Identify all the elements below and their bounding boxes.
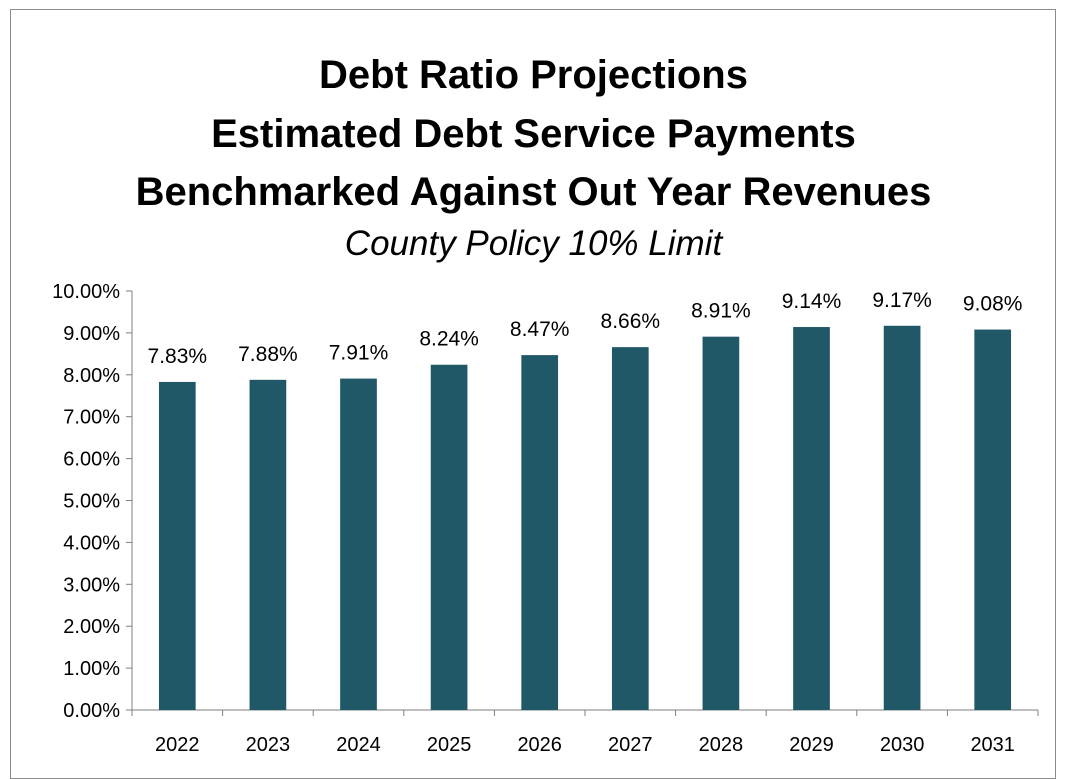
y-tick-label: 0.00%: [63, 700, 120, 722]
y-tick-label: 10.00%: [52, 281, 120, 303]
x-tick-label: 2030: [880, 734, 925, 756]
data-label: 7.83%: [148, 345, 208, 368]
bar-2022: [158, 381, 196, 710]
chart-title-line-3: Benchmarked Against Out Year Revenues: [135, 170, 932, 214]
y-tick-label: 6.00%: [63, 449, 120, 471]
y-tick-label: 7.00%: [63, 407, 120, 429]
data-label: 7.88%: [238, 343, 298, 366]
data-label: 9.14%: [782, 290, 842, 313]
y-tick-label: 8.00%: [63, 365, 120, 387]
data-label: 8.91%: [691, 300, 751, 323]
x-tick-label: 2028: [699, 734, 744, 756]
data-label: 9.17%: [872, 289, 932, 312]
data-label: 8.47%: [510, 318, 570, 341]
x-tick-label: 2027: [608, 734, 653, 756]
chart-subtitle: County Policy 10% Limit: [344, 224, 723, 263]
data-label: 8.66%: [601, 310, 661, 333]
bar-2028: [702, 336, 740, 710]
x-tick-label: 2023: [246, 734, 291, 756]
bar-2030: [883, 325, 921, 710]
chart-title-line-1: Debt Ratio Projections: [319, 53, 748, 97]
x-tick-label: 2024: [336, 734, 381, 756]
y-tick-label: 9.00%: [63, 323, 120, 345]
data-label: 8.24%: [419, 328, 479, 351]
data-label: 7.91%: [329, 342, 389, 365]
y-tick-label: 2.00%: [63, 616, 120, 638]
y-tick-label: 4.00%: [63, 532, 120, 554]
bar-2031: [974, 329, 1012, 710]
bar-2029: [793, 327, 830, 710]
y-tick-label: 5.00%: [63, 491, 120, 513]
x-tick-label: 2022: [155, 734, 200, 756]
x-tick-label: 2025: [427, 734, 472, 756]
x-tick-label: 2029: [789, 734, 834, 756]
bar-2026: [521, 355, 559, 710]
bar-2024: [340, 378, 377, 710]
bar-2023: [249, 379, 287, 710]
bar-2025: [430, 364, 468, 710]
chart-title-line-2: Estimated Debt Service Payments: [211, 112, 856, 156]
y-tick-label: 1.00%: [63, 658, 120, 680]
data-label: 9.08%: [963, 293, 1023, 316]
y-tick-label: 3.00%: [63, 574, 120, 596]
bar-2027: [611, 347, 649, 710]
x-tick-label: 2026: [517, 734, 562, 756]
x-tick-label: 2031: [970, 734, 1015, 756]
